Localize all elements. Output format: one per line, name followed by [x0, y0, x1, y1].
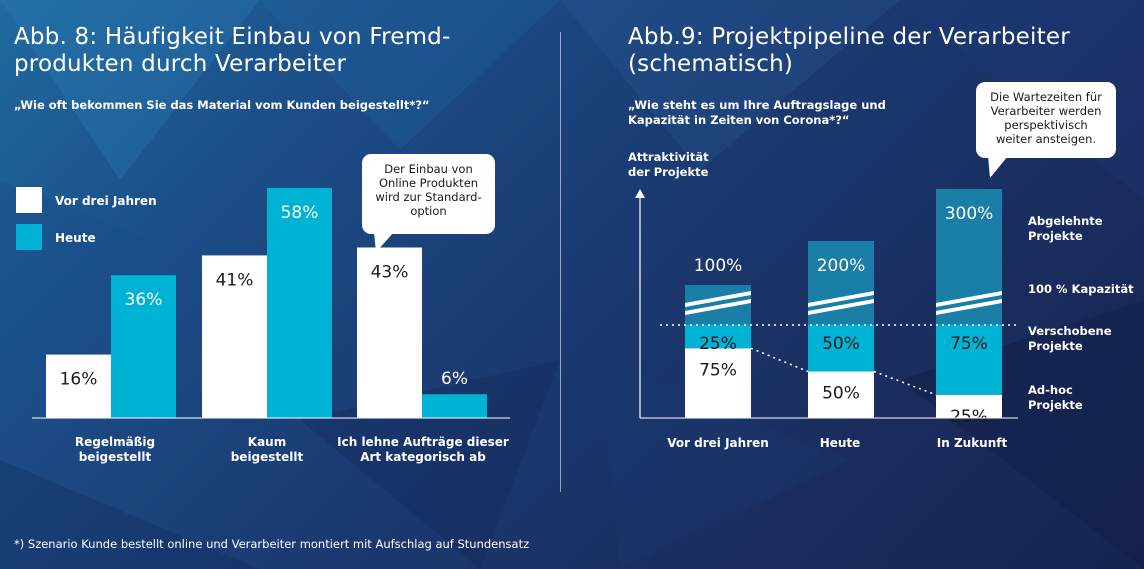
value-label-adhoc-2: 50%	[822, 384, 860, 404]
value-label-vor-drei-jahren-1: 16%	[60, 370, 98, 390]
value-label-heute-1: 36%	[125, 290, 163, 310]
segment-adhoc-3	[936, 394, 1002, 418]
y-axis-arrowhead	[635, 189, 645, 198]
value-label-adhoc-1: 75%	[699, 360, 737, 380]
break-mark-b-1	[685, 291, 751, 307]
right-callout-pointer	[988, 156, 1008, 178]
segment-verschoben-1	[685, 325, 751, 349]
value-label-verschoben-3: 75%	[950, 334, 988, 354]
left-category-label-1: Regelmäßig beigestellt	[74, 435, 156, 464]
left-chart-title: Abb. 8: Häufigkeit Einbau von Fremd- pro…	[14, 24, 451, 77]
right-chart-title: Abb.9: Projektpipeline der Verarbeiter (…	[628, 24, 1070, 77]
right-callout-bubble: Die Wartezeiten für Verarbeiter werden p…	[976, 82, 1116, 158]
break-mark-a-3	[936, 299, 1002, 315]
right-y-axis-label: Attraktivität der Projekte	[628, 150, 709, 179]
value-label-adhoc-3: 25%	[950, 407, 988, 427]
bar-vor-drei-jahren-1	[46, 354, 111, 418]
right-category-label-2: Heute	[819, 436, 861, 450]
left-category-label-3: Ich lehne Aufträge dieser Art kategorisc…	[337, 435, 509, 464]
panel-divider	[560, 32, 561, 492]
segment-verschoben-3	[936, 325, 1002, 395]
break-mark-a-2	[808, 299, 874, 315]
value-label-verschoben-2: 50%	[822, 334, 860, 354]
legend-label-vor-drei-jahren: Vor drei Jahren	[55, 194, 157, 208]
break-mark-b-2	[808, 291, 874, 307]
left-callout-pointer	[374, 232, 394, 252]
segment-verschoben-2	[808, 325, 874, 372]
bar-heute-2	[267, 188, 332, 418]
left-bar-chart: 16% 41% 43% 36% 58% 6%	[32, 188, 510, 419]
segment-label-verschoben: Verschobene Projekte	[1028, 324, 1112, 353]
value-label-abgelehnt-3: 300%	[945, 204, 994, 224]
bar-vor-drei-jahren-3	[357, 247, 422, 418]
legend-swatch-vor-drei-jahren	[16, 187, 42, 213]
segment-label-adhoc: Ad-hoc Projekte	[1028, 383, 1083, 412]
value-label-heute-3: 6%	[441, 369, 468, 389]
legend-label-heute: Heute	[55, 231, 96, 245]
left-callout-bubble: Der Einbau von Online Produkten wird zur…	[362, 154, 495, 234]
break-mark-a-1	[685, 299, 751, 315]
segment-adhoc-2	[808, 371, 874, 418]
footnote: *) Szenario Kunde bestellt online und Ve…	[14, 537, 530, 551]
segment-adhoc-1	[685, 348, 751, 418]
right-stacked-chart: 75% 25% 100% 50% 50% 200% 25% 75% 300%	[635, 189, 1018, 427]
segment-label-abgelehnt: Abgelehnte Projekte	[1028, 214, 1103, 243]
left-chart-subtitle: „Wie oft bekommen Sie das Material vom K…	[14, 98, 430, 112]
adhoc-trend-line	[750, 347, 937, 396]
left-category-label-2: Kaum beigestellt	[230, 435, 304, 464]
bar-heute-1	[111, 275, 176, 418]
bar-heute-3	[422, 394, 487, 418]
value-label-vor-drei-jahren-2: 41%	[216, 270, 254, 290]
value-label-vor-drei-jahren-3: 43%	[371, 262, 409, 282]
right-chart-subtitle: „Wie steht es um Ihre Auftragslage und K…	[628, 98, 886, 127]
value-label-abgelehnt-2: 200%	[817, 256, 866, 276]
value-label-verschoben-1: 25%	[699, 334, 737, 354]
value-label-heute-2: 58%	[281, 203, 319, 223]
capacity-label: 100 % Kapazität	[1028, 282, 1134, 296]
right-category-label-3: In Zukunft	[936, 436, 1008, 450]
legend-swatch-heute	[16, 224, 42, 250]
value-label-abgelehnt-1: 100%	[694, 256, 743, 276]
break-mark-b-3	[936, 291, 1002, 307]
bar-vor-drei-jahren-2	[202, 255, 267, 418]
right-category-label-1: Vor drei Jahren	[667, 436, 769, 450]
